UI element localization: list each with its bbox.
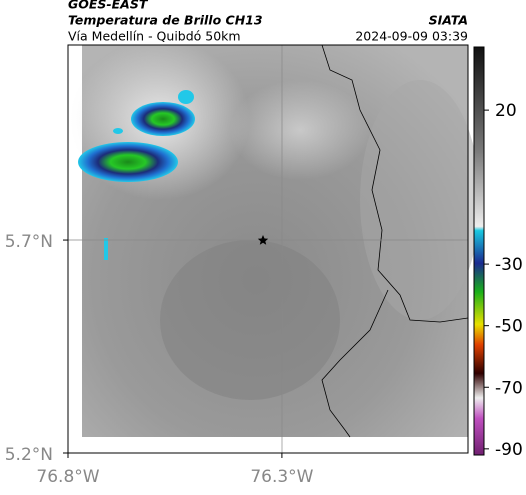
colorbar-tick-label: -50: [495, 317, 523, 337]
satellite-image: [70, 40, 480, 438]
colorbar: [473, 46, 485, 456]
colorbar-tick-label: -90: [495, 440, 523, 460]
y-tick-label: 5.2°N: [5, 445, 53, 465]
route: Vía Medellín - Quibdó 50km: [68, 29, 241, 44]
station-marker: [257, 235, 269, 245]
y-tick-label: 5.7°N: [5, 232, 53, 252]
x-tick-label: 76.8°W: [36, 467, 99, 487]
title: GOES-EAST: [68, 0, 149, 12]
map-frame: [67, 44, 469, 454]
colorbar-tick-label: 20: [495, 101, 517, 121]
colorbar-tick-label: -70: [495, 378, 523, 398]
colorbar-tick-label: -30: [495, 255, 523, 275]
subtitle: Temperatura de Brillo CH13: [68, 13, 263, 28]
source: SIATA: [429, 13, 468, 28]
datetime: 2024-09-09 03:39: [355, 29, 468, 44]
x-tick-label: 76.3°W: [250, 467, 313, 487]
